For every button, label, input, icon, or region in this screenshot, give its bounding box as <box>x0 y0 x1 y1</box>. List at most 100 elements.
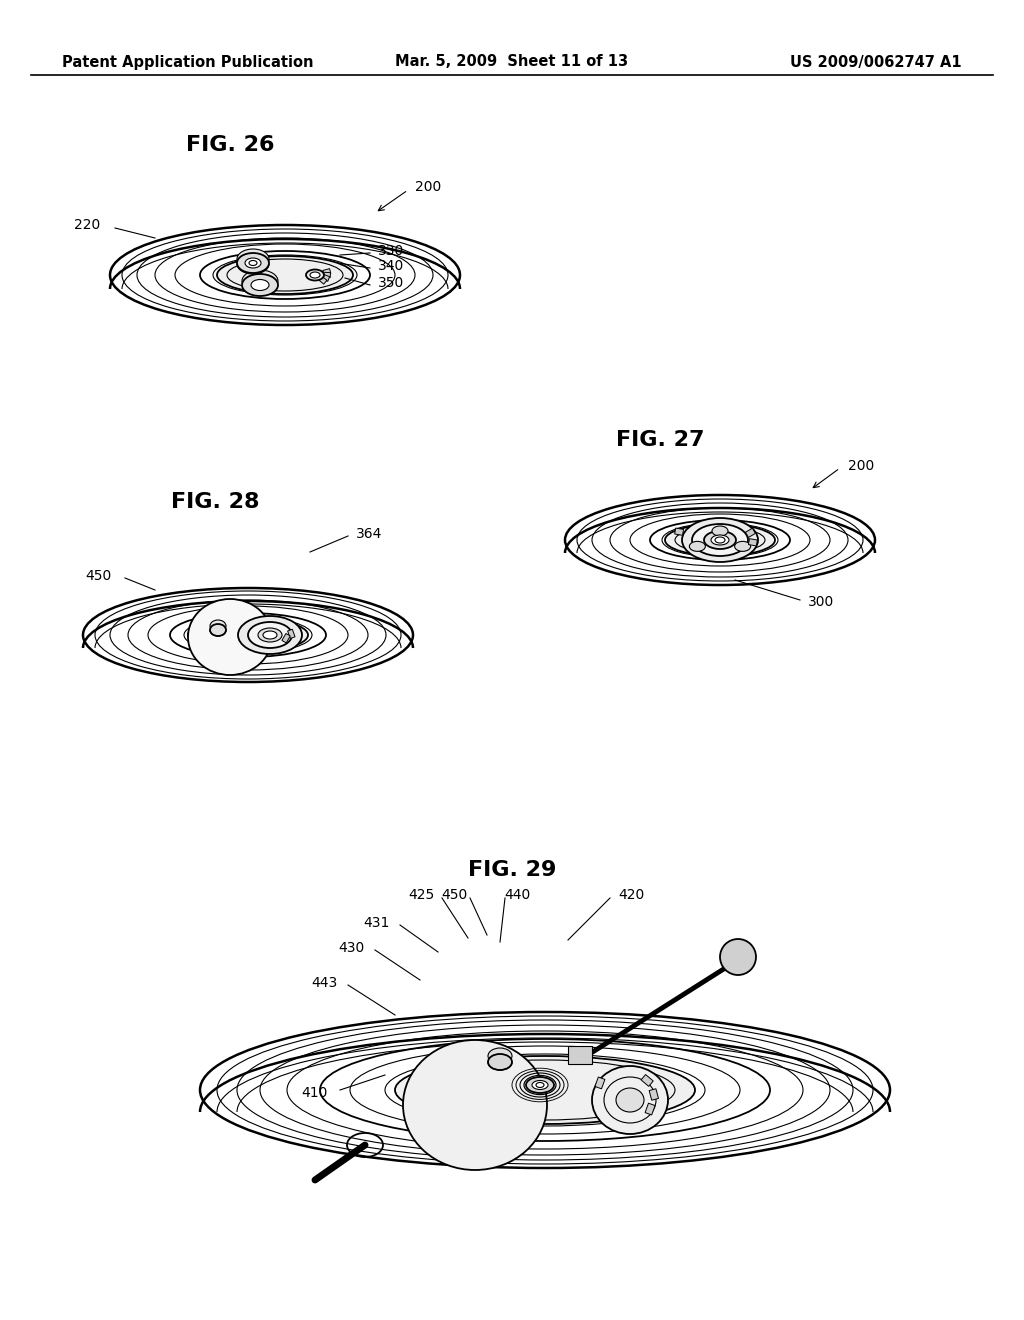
Text: FIG. 27: FIG. 27 <box>615 430 705 450</box>
Text: 440: 440 <box>504 888 530 902</box>
Ellipse shape <box>263 631 278 639</box>
Ellipse shape <box>95 591 401 678</box>
Ellipse shape <box>258 628 282 642</box>
Ellipse shape <box>662 523 778 557</box>
Text: 350: 350 <box>378 276 404 290</box>
Bar <box>324 272 331 277</box>
Ellipse shape <box>137 234 433 317</box>
Text: 200: 200 <box>415 180 441 194</box>
Ellipse shape <box>705 531 736 549</box>
Ellipse shape <box>237 253 269 273</box>
Ellipse shape <box>245 257 261 268</box>
Ellipse shape <box>237 249 269 269</box>
Ellipse shape <box>110 224 460 325</box>
Bar <box>645 1104 655 1115</box>
Text: 425: 425 <box>409 888 435 902</box>
Ellipse shape <box>565 495 874 585</box>
Ellipse shape <box>110 595 386 675</box>
Ellipse shape <box>692 524 748 556</box>
Ellipse shape <box>184 616 312 653</box>
Text: 420: 420 <box>618 888 644 902</box>
Text: 364: 364 <box>356 527 382 541</box>
Bar <box>649 1089 658 1101</box>
Text: Mar. 5, 2009  Sheet 11 of 13: Mar. 5, 2009 Sheet 11 of 13 <box>395 54 629 70</box>
Ellipse shape <box>148 606 348 664</box>
Ellipse shape <box>319 1039 770 1140</box>
Ellipse shape <box>170 612 326 657</box>
Ellipse shape <box>188 618 308 652</box>
Ellipse shape <box>532 1081 548 1089</box>
Ellipse shape <box>217 1016 873 1164</box>
Ellipse shape <box>175 244 395 306</box>
Ellipse shape <box>248 622 292 648</box>
Text: 430: 430 <box>339 941 365 954</box>
Bar <box>323 269 331 276</box>
Ellipse shape <box>526 1077 554 1093</box>
Ellipse shape <box>200 251 370 300</box>
Ellipse shape <box>210 620 226 632</box>
Ellipse shape <box>616 1088 644 1111</box>
Text: 450: 450 <box>86 569 112 583</box>
Ellipse shape <box>122 228 449 321</box>
Ellipse shape <box>83 587 413 682</box>
Text: FIG. 29: FIG. 29 <box>468 861 556 880</box>
Text: 220: 220 <box>74 218 100 232</box>
Ellipse shape <box>682 517 758 562</box>
Ellipse shape <box>711 535 729 545</box>
Text: 340: 340 <box>378 259 404 273</box>
Ellipse shape <box>213 255 357 294</box>
Text: FIG. 26: FIG. 26 <box>185 135 274 154</box>
Ellipse shape <box>350 1045 740 1134</box>
Ellipse shape <box>238 616 302 653</box>
Bar <box>288 630 295 639</box>
Ellipse shape <box>395 1056 695 1125</box>
Ellipse shape <box>200 1012 890 1168</box>
Ellipse shape <box>650 520 790 560</box>
Ellipse shape <box>592 1067 668 1134</box>
Bar <box>595 1077 605 1089</box>
Ellipse shape <box>712 525 728 536</box>
Text: US 2009/0062747 A1: US 2009/0062747 A1 <box>791 54 962 70</box>
Ellipse shape <box>128 601 368 671</box>
Ellipse shape <box>630 513 810 566</box>
Bar <box>749 539 758 546</box>
Bar <box>568 1045 592 1064</box>
Bar <box>745 528 756 537</box>
Ellipse shape <box>403 1040 547 1170</box>
Ellipse shape <box>155 238 415 312</box>
Ellipse shape <box>217 256 353 294</box>
Text: 431: 431 <box>364 916 390 931</box>
Ellipse shape <box>242 275 278 296</box>
Ellipse shape <box>310 272 319 279</box>
Ellipse shape <box>734 541 751 552</box>
Text: 410: 410 <box>302 1086 328 1100</box>
Ellipse shape <box>237 1020 853 1160</box>
Ellipse shape <box>287 1031 803 1148</box>
Bar <box>322 275 330 281</box>
Ellipse shape <box>210 624 226 636</box>
Bar <box>318 276 327 284</box>
Ellipse shape <box>306 269 324 281</box>
Text: 330: 330 <box>378 244 404 257</box>
Text: 300: 300 <box>808 595 835 609</box>
Text: 443: 443 <box>311 975 338 990</box>
Ellipse shape <box>188 599 272 675</box>
Ellipse shape <box>665 524 775 556</box>
Ellipse shape <box>689 541 706 552</box>
Ellipse shape <box>488 1053 512 1071</box>
Ellipse shape <box>242 271 278 292</box>
Ellipse shape <box>577 499 863 581</box>
Text: Patent Application Publication: Patent Application Publication <box>62 54 313 70</box>
Text: FIG. 28: FIG. 28 <box>171 492 259 512</box>
Ellipse shape <box>610 508 830 572</box>
Ellipse shape <box>488 1048 512 1064</box>
Bar <box>282 634 290 643</box>
Ellipse shape <box>720 939 756 975</box>
Text: 200: 200 <box>848 459 874 473</box>
Bar <box>641 1074 653 1086</box>
Ellipse shape <box>251 280 269 290</box>
Ellipse shape <box>260 1026 830 1155</box>
Bar <box>675 528 684 536</box>
Ellipse shape <box>592 503 848 577</box>
Text: 450: 450 <box>441 888 468 902</box>
